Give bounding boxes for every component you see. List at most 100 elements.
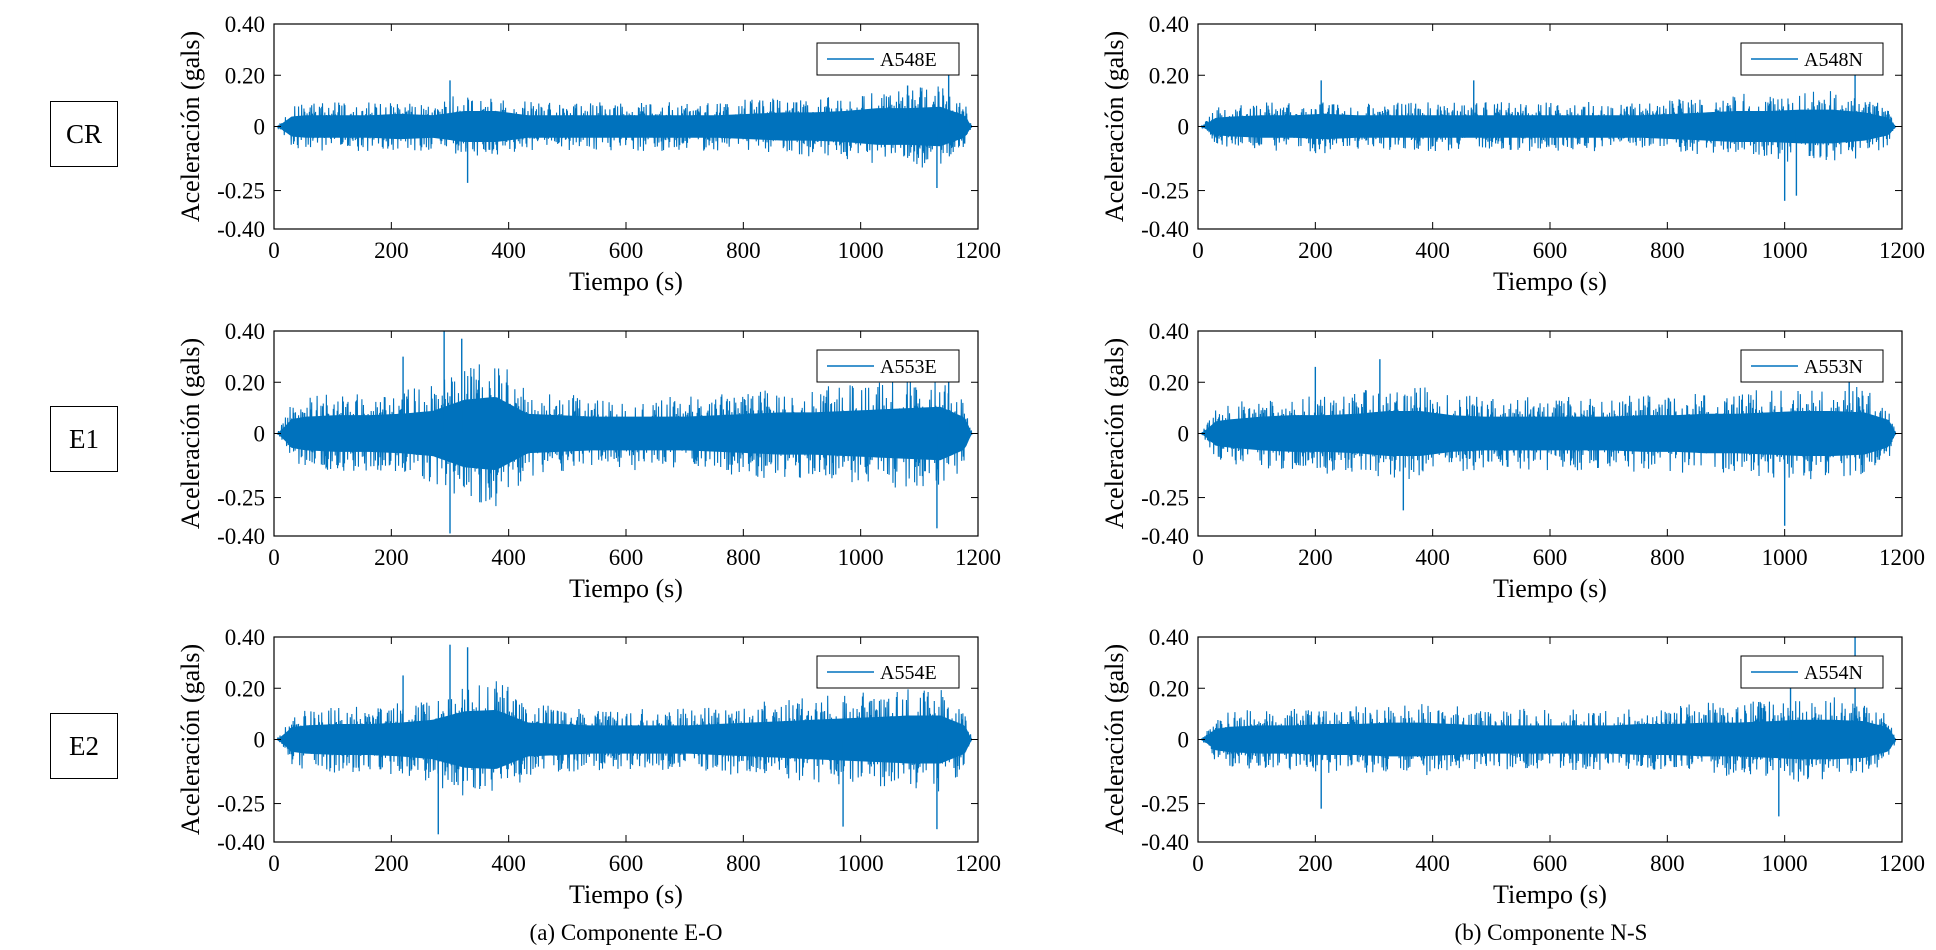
- x-tick-label: 1000: [838, 545, 884, 570]
- x-tick-label: 1000: [1762, 851, 1808, 876]
- x-tick-label: 200: [1298, 238, 1333, 263]
- y-tick-label: 0: [1178, 115, 1190, 140]
- y-axis-label: Aceleración (gals): [1100, 338, 1129, 529]
- x-tick-label: 1000: [1762, 545, 1808, 570]
- y-tick-label: -0.40: [1141, 217, 1189, 242]
- x-tick-label: 0: [268, 851, 280, 876]
- x-tick-label: 1200: [955, 851, 1001, 876]
- legend-label: A553E: [880, 356, 937, 378]
- y-axis-label: Aceleración (gals): [176, 338, 205, 529]
- x-tick-label: 200: [374, 851, 409, 876]
- y-tick-label: -0.25: [1141, 486, 1189, 511]
- y-tick-label: -0.25: [1141, 179, 1189, 204]
- x-tick-label: 0: [1192, 238, 1204, 263]
- y-tick-label: 0: [254, 728, 266, 753]
- y-tick-label: -0.25: [217, 792, 265, 817]
- chart-panel-a548n: 0 200 400 600 800 1000 1200 0.40 0.20 0 -0.25 -0.40…: [1100, 12, 1925, 296]
- x-tick-label: 600: [1533, 238, 1568, 263]
- x-tick-label: 200: [1298, 545, 1333, 570]
- legend-label: A554N: [1804, 662, 1863, 684]
- x-tick-label: 800: [1650, 851, 1685, 876]
- y-tick-label: 0: [1178, 728, 1190, 753]
- signal-core: [276, 397, 973, 470]
- x-tick-label: 600: [609, 545, 644, 570]
- x-tick-label: 1000: [838, 238, 884, 263]
- y-tick-label: 0: [254, 422, 266, 447]
- x-axis-label: Tiempo (s): [569, 267, 683, 296]
- y-tick-label: 0.20: [225, 63, 265, 88]
- x-tick-label: 400: [1415, 851, 1450, 876]
- x-tick-label: 0: [268, 545, 280, 570]
- x-tick-label: 1200: [955, 238, 1001, 263]
- x-tick-label: 200: [1298, 851, 1333, 876]
- x-tick-label: 1200: [1879, 545, 1925, 570]
- x-tick-label: 200: [374, 238, 409, 263]
- x-tick-label: 0: [1192, 851, 1204, 876]
- x-tick-label: 400: [491, 238, 526, 263]
- x-tick-label: 0: [268, 238, 280, 263]
- y-tick-label: 0.40: [1149, 12, 1189, 37]
- x-tick-label: 600: [1533, 851, 1568, 876]
- y-axis-label: Aceleración (gals): [1100, 644, 1129, 835]
- x-tick-label: 800: [726, 238, 761, 263]
- y-tick-label: 0.20: [225, 370, 265, 395]
- chart-panel-a553n: 0 200 400 600 800 1000 1200 0.40 0.20 0 -0.25 -0.40…: [1100, 319, 1925, 603]
- y-tick-label: 0: [254, 115, 266, 140]
- x-tick-label: 0: [1192, 545, 1204, 570]
- y-tick-label: -0.25: [217, 486, 265, 511]
- chart-panel-a554e: 0 200 400 600 800 1000 1200 0.40 0.20 0 -0.25 -0.40…: [176, 625, 1001, 909]
- y-tick-label: 0.40: [1149, 625, 1189, 650]
- legend-label: A548E: [880, 49, 937, 71]
- chart-panel-a548e: 0 200 400 600 800 1000 1200 0.40 0.20 0 -0.25 -0.40…: [176, 12, 1001, 296]
- x-tick-label: 800: [1650, 545, 1685, 570]
- x-tick-label: 800: [726, 851, 761, 876]
- y-tick-label: -0.40: [1141, 830, 1189, 855]
- y-axis-label: Aceleración (gals): [176, 31, 205, 222]
- x-tick-label: 800: [726, 545, 761, 570]
- y-tick-label: 0.40: [225, 625, 265, 650]
- y-tick-label: -0.25: [1141, 792, 1189, 817]
- chart-panel-a553e: 0 200 400 600 800 1000 1200 0.40 0.20 0 -0.25 -0.40…: [176, 319, 1001, 603]
- caption-ew: (a) Componente E-O: [529, 920, 723, 945]
- y-tick-label: 0.40: [225, 12, 265, 37]
- station-label-e1: E1: [50, 406, 118, 472]
- x-tick-label: 600: [1533, 545, 1568, 570]
- x-tick-label: 200: [374, 545, 409, 570]
- y-tick-label: 0.20: [1149, 676, 1189, 701]
- signal-core: [276, 106, 973, 147]
- x-axis-label: Tiempo (s): [569, 574, 683, 603]
- x-tick-label: 600: [609, 851, 644, 876]
- y-tick-label: 0.20: [1149, 63, 1189, 88]
- x-axis-label: Tiempo (s): [1493, 574, 1607, 603]
- y-tick-label: -0.40: [217, 524, 265, 549]
- x-axis-label: Tiempo (s): [1493, 267, 1607, 296]
- y-tick-label: -0.40: [217, 217, 265, 242]
- x-tick-label: 600: [609, 238, 644, 263]
- x-tick-label: 1200: [1879, 851, 1925, 876]
- station-label-cr: CR: [50, 101, 118, 167]
- caption-ns: (b) Componente N-S: [1454, 920, 1648, 945]
- y-tick-label: 0.40: [1149, 319, 1189, 344]
- y-axis-label: Aceleración (gals): [1100, 31, 1129, 222]
- x-tick-label: 400: [1415, 238, 1450, 263]
- y-tick-label: -0.40: [217, 830, 265, 855]
- y-tick-label: 0.20: [1149, 370, 1189, 395]
- legend-label: A553N: [1804, 356, 1863, 378]
- x-tick-label: 400: [1415, 545, 1450, 570]
- x-tick-label: 400: [491, 851, 526, 876]
- signal-core: [1200, 410, 1897, 457]
- x-tick-label: 800: [1650, 238, 1685, 263]
- x-tick-label: 1000: [1762, 238, 1808, 263]
- x-tick-label: 1000: [838, 851, 884, 876]
- x-tick-label: 400: [491, 545, 526, 570]
- y-tick-label: -0.25: [217, 179, 265, 204]
- y-tick-label: 0.20: [225, 676, 265, 701]
- x-axis-label: Tiempo (s): [569, 880, 683, 909]
- signal-core: [1200, 109, 1897, 144]
- y-tick-label: 0: [1178, 422, 1190, 447]
- signal-core: [1200, 719, 1897, 760]
- legend-label: A548N: [1804, 49, 1863, 71]
- station-label-e2: E2: [50, 713, 118, 779]
